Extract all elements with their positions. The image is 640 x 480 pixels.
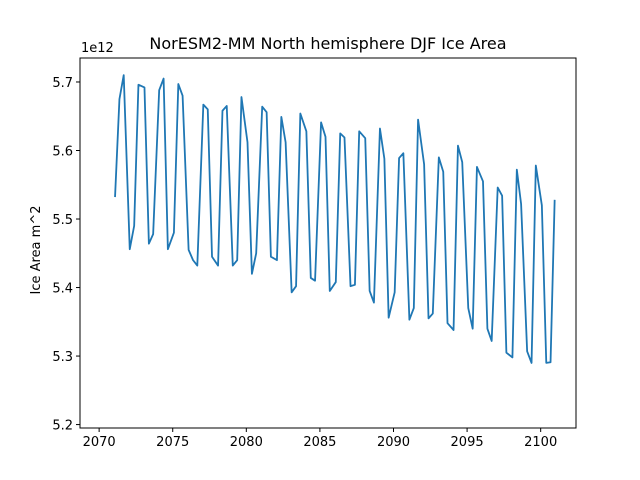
y-offset-label: 1e12 (81, 41, 114, 56)
plot-series (114, 74, 556, 364)
series-line (114, 74, 556, 364)
y-tick-label: 5.7 (52, 76, 73, 91)
y-tick-label: 5.2 (52, 419, 73, 434)
y-tick-label: 5.5 (52, 213, 73, 228)
y-tick-label: 5.6 (52, 145, 73, 160)
y-tick-label: 5.4 (52, 282, 73, 297)
x-tick-label: 2085 (303, 435, 336, 450)
y-tick-label: 5.3 (52, 350, 73, 365)
chart-title: NorESM2-MM North hemisphere DJF Ice Area (149, 34, 506, 53)
x-tick-label: 2090 (377, 435, 410, 450)
x-tick-label: 2095 (451, 435, 484, 450)
x-tick-label: 2100 (524, 435, 557, 450)
x-tick-label: 2080 (230, 435, 263, 450)
y-axis-ticks: 5.2 5.3 5.4 5.5 5.6 5.7 (52, 76, 80, 434)
y-axis-label: Ice Area m^2 (29, 206, 44, 295)
plot-frame (79, 57, 577, 429)
x-tick-label: 2075 (156, 435, 189, 450)
x-tick-label: 2070 (83, 435, 116, 450)
x-axis-ticks: 2070 2075 2080 2085 2090 2095 2100 (83, 428, 557, 450)
